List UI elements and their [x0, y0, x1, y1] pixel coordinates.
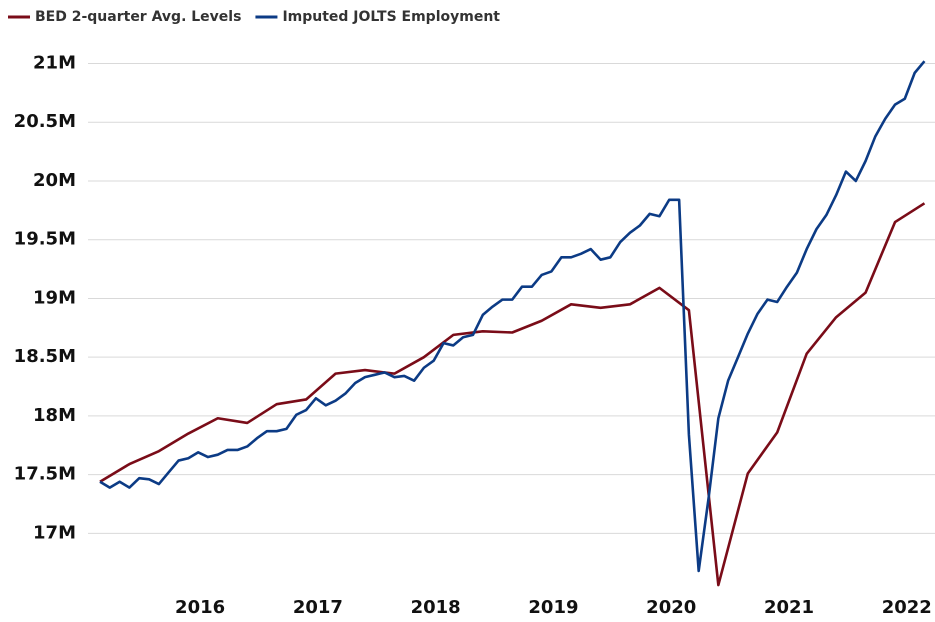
y-tick-label: 20.5M: [14, 111, 76, 132]
y-tick-label: 21M: [33, 52, 76, 73]
y-tick-label: 20M: [33, 170, 76, 191]
series-line: [99, 202, 926, 587]
x-tick-label: 2016: [175, 597, 225, 618]
x-tick-label: 2021: [764, 597, 814, 618]
y-tick-label: 18.5M: [14, 346, 76, 367]
x-tick-label: 2020: [646, 597, 696, 618]
x-tick-label: 2019: [528, 597, 578, 618]
x-tick-label: 2022: [882, 597, 932, 618]
y-tick-label: 17.5M: [14, 464, 76, 485]
x-tick-label: 2018: [411, 597, 461, 618]
x-tick-label: 2017: [293, 597, 343, 618]
series-line: [99, 60, 926, 573]
y-tick-label: 17M: [33, 522, 76, 543]
y-tick-label: 19M: [33, 287, 76, 308]
legend-label: Imputed JOLTS Employment: [282, 9, 500, 25]
legend-label: BED 2-quarter Avg. Levels: [35, 9, 241, 25]
y-tick-label: 19.5M: [14, 229, 76, 250]
y-tick-label: 18M: [33, 405, 76, 426]
